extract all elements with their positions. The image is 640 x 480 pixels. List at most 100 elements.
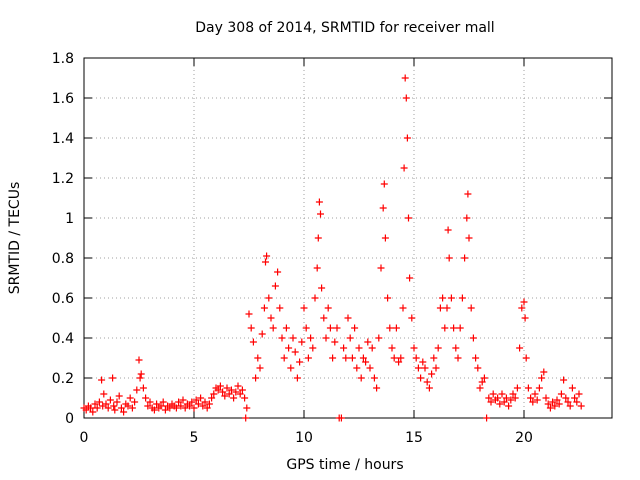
data-point bbox=[533, 396, 541, 404]
data-point bbox=[199, 402, 207, 410]
data-point bbox=[500, 398, 508, 406]
plot-area-border bbox=[83, 57, 613, 419]
data-point bbox=[221, 392, 229, 400]
data-point bbox=[351, 324, 359, 332]
data-point bbox=[166, 404, 174, 412]
data-point bbox=[527, 394, 535, 402]
data-point bbox=[252, 374, 260, 382]
data-point bbox=[344, 314, 352, 322]
data-point bbox=[322, 334, 330, 342]
data-point bbox=[157, 402, 165, 410]
data-point bbox=[136, 374, 144, 382]
data-point bbox=[454, 354, 462, 362]
data-point bbox=[153, 400, 161, 408]
data-point bbox=[133, 386, 141, 394]
x-tick-label: 5 bbox=[190, 430, 199, 446]
data-point bbox=[450, 324, 458, 332]
data-point bbox=[405, 214, 412, 222]
data-point bbox=[421, 364, 429, 372]
data-point bbox=[177, 402, 185, 410]
data-point bbox=[214, 386, 222, 394]
data-point bbox=[425, 384, 433, 392]
data-point bbox=[399, 304, 407, 312]
y-tick-label: 0.2 bbox=[52, 371, 74, 387]
data-point bbox=[540, 368, 548, 376]
data-point bbox=[245, 310, 253, 318]
data-point bbox=[117, 404, 125, 412]
x-tick-label: 0 bbox=[80, 430, 89, 446]
data-point bbox=[249, 338, 257, 346]
data-point bbox=[386, 324, 394, 332]
data-point bbox=[577, 402, 585, 410]
data-point bbox=[205, 400, 213, 408]
data-point bbox=[238, 386, 246, 394]
data-point bbox=[412, 354, 420, 362]
data-point bbox=[137, 370, 145, 378]
data-point bbox=[230, 394, 238, 402]
data-point bbox=[573, 398, 581, 406]
data-point bbox=[388, 344, 396, 352]
data-point bbox=[87, 404, 95, 412]
data-point bbox=[513, 384, 521, 392]
data-point bbox=[227, 386, 235, 394]
data-point bbox=[317, 210, 324, 218]
data-point bbox=[337, 414, 345, 422]
data-point bbox=[465, 234, 473, 242]
data-point bbox=[392, 324, 400, 332]
data-point bbox=[419, 358, 427, 366]
tick-labels: 0 0.2 0.4 0.6 0.8 1 1.2 1.4 1.6 1.8 0 5 10 15 20 bbox=[52, 51, 533, 446]
data-point bbox=[144, 402, 152, 410]
data-point bbox=[432, 364, 440, 372]
data-point bbox=[324, 304, 332, 312]
data-point bbox=[104, 404, 112, 412]
data-point bbox=[100, 390, 108, 398]
data-point bbox=[377, 264, 385, 272]
data-point bbox=[483, 414, 491, 422]
data-point bbox=[498, 390, 506, 398]
data-point bbox=[181, 404, 189, 412]
data-point bbox=[93, 404, 101, 412]
data-point bbox=[315, 198, 323, 206]
data-point bbox=[564, 398, 572, 406]
data-point bbox=[106, 396, 114, 404]
axis-ticks bbox=[83, 57, 612, 419]
data-point bbox=[402, 94, 410, 102]
data-point bbox=[318, 284, 326, 292]
data-point bbox=[480, 374, 488, 382]
data-point bbox=[553, 396, 561, 404]
grid bbox=[84, 58, 612, 418]
data-point bbox=[362, 358, 370, 366]
data-point bbox=[175, 398, 183, 406]
data-point bbox=[423, 378, 431, 386]
data-point bbox=[521, 314, 529, 322]
data-point bbox=[265, 294, 273, 302]
y-tick-label: 1.8 bbox=[52, 51, 74, 67]
data-point bbox=[304, 354, 312, 362]
data-point bbox=[364, 338, 372, 346]
data-point bbox=[507, 396, 515, 404]
data-point bbox=[401, 74, 409, 82]
x-tick-label: 15 bbox=[405, 430, 423, 446]
data-point bbox=[535, 384, 543, 392]
data-point bbox=[314, 234, 322, 242]
data-point bbox=[494, 394, 502, 402]
data-point bbox=[469, 334, 477, 342]
data-point bbox=[293, 374, 301, 382]
data-point bbox=[476, 384, 484, 392]
data-point bbox=[403, 134, 411, 142]
data-point bbox=[531, 390, 539, 398]
data-point bbox=[201, 398, 209, 406]
data-point bbox=[263, 252, 271, 260]
data-point bbox=[568, 384, 576, 392]
data-point bbox=[276, 304, 284, 312]
data-point bbox=[538, 374, 546, 382]
data-point bbox=[487, 398, 495, 406]
data-point bbox=[172, 404, 180, 412]
data-point bbox=[179, 396, 187, 404]
data-point bbox=[406, 274, 414, 282]
data-point bbox=[373, 384, 381, 392]
x-axis-label: GPS time / hours bbox=[286, 457, 403, 473]
data-point bbox=[282, 324, 290, 332]
data-point bbox=[232, 388, 240, 396]
data-point bbox=[241, 394, 249, 402]
